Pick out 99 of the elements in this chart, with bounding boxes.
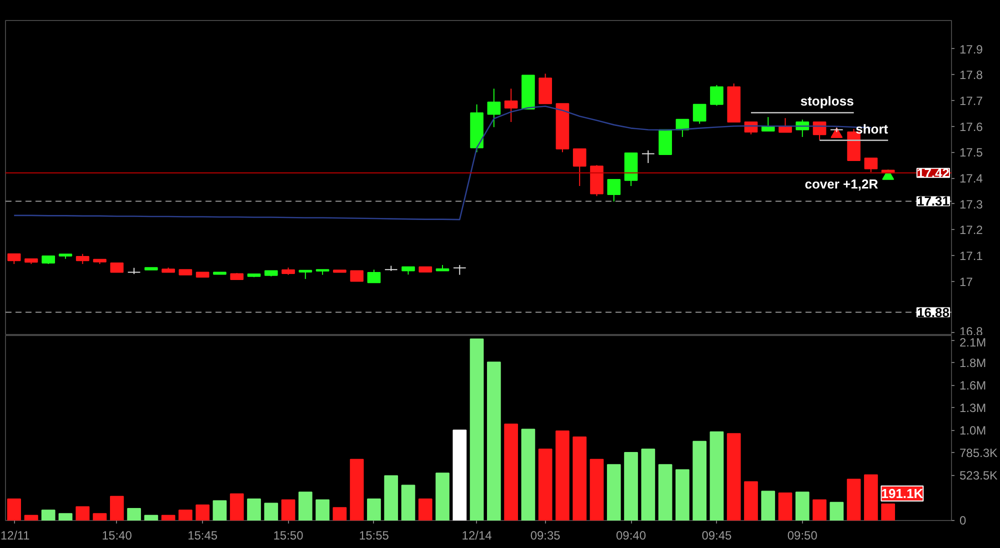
x-tick-label: 09:40 (616, 528, 646, 542)
bar (452, 430, 467, 520)
x-tick-label: 15:55 (358, 528, 390, 542)
bar (178, 510, 192, 520)
bar (247, 498, 261, 520)
y-tick-label: 17.4 (960, 172, 984, 186)
candlestick (504, 88, 518, 122)
x-tick-label: 12/11 (0, 528, 30, 542)
series-label: cover +1,2R (804, 176, 879, 192)
candlestick (864, 158, 878, 173)
bar (350, 458, 364, 520)
ref-line-label: 17.31 (916, 194, 950, 209)
bar (316, 499, 330, 520)
candlestick (487, 88, 501, 128)
y-tick-label: 17.7 (960, 94, 984, 108)
x-tick-label: 09:35 (530, 528, 561, 542)
candlestick (367, 269, 381, 284)
bar (572, 436, 587, 520)
bar (230, 493, 244, 520)
x-tick-label: 15:40 (102, 528, 132, 542)
bar (624, 452, 638, 520)
x-tick-label: 15:50 (273, 528, 304, 542)
bar (761, 490, 776, 520)
bar (830, 502, 844, 520)
bar (864, 474, 878, 520)
bar (212, 500, 227, 520)
y-tick-label: 523.5K (960, 468, 998, 482)
bar (556, 430, 570, 520)
candlestick (572, 148, 586, 187)
series-label: short (856, 121, 889, 136)
bar (76, 506, 90, 520)
bar (7, 498, 21, 520)
candlestick (76, 253, 90, 264)
y-tick-label: 1.0M (960, 423, 986, 438)
bar (110, 496, 124, 520)
bar (127, 508, 141, 520)
bar (401, 484, 416, 520)
bar (470, 338, 484, 520)
y-tick-label: 17.1 (960, 248, 984, 263)
bar (41, 510, 56, 520)
y-tick-label: 2.1M (960, 336, 986, 350)
y-tick-label: 1.8M (960, 356, 986, 370)
y-tick-label: 17.3 (960, 197, 984, 212)
candlestick (710, 84, 724, 106)
candlestick (692, 104, 706, 124)
candlestick (350, 270, 364, 282)
bar (606, 464, 621, 520)
bar (332, 507, 347, 520)
bar (281, 499, 296, 520)
bar (92, 513, 107, 520)
y-tick-label: 1.6M (960, 378, 986, 392)
y-tick-label: 17.2 (960, 223, 984, 238)
bar (264, 502, 278, 520)
bar (521, 428, 536, 520)
y-tick-label: 1.3M (960, 400, 986, 415)
bar (367, 498, 381, 520)
ref-line-label: 16.88 (916, 304, 950, 320)
y-tick-label: 0 (960, 514, 966, 528)
y-tick-label: 17.9 (960, 42, 984, 56)
bar (298, 492, 312, 520)
candlestick (7, 253, 21, 264)
bar (24, 514, 38, 520)
bar (538, 448, 552, 520)
x-tick-label: 09:50 (787, 528, 818, 542)
bar (744, 481, 758, 520)
candlestick (607, 179, 621, 202)
candlestick (110, 262, 124, 273)
bar (710, 431, 724, 520)
bar (58, 513, 72, 520)
bar (641, 448, 656, 520)
candlestick (641, 150, 655, 164)
bar (881, 504, 896, 520)
bar (692, 440, 707, 520)
bar (486, 362, 501, 520)
bar (658, 464, 672, 520)
bar (418, 498, 432, 520)
bar (846, 478, 861, 520)
bar (436, 472, 450, 520)
y-tick-label: 17.6 (960, 120, 984, 134)
bar (795, 492, 810, 520)
bar (676, 469, 690, 520)
x-tick-label: 09:45 (702, 528, 732, 542)
candlestick (452, 264, 466, 276)
bar (161, 514, 176, 520)
bar (812, 499, 826, 520)
bar (504, 424, 518, 520)
y-tick-label: 785.3K (960, 446, 998, 460)
y-tick-label: 17 (960, 274, 974, 289)
series-label: stoploss (800, 94, 854, 109)
x-tick-label: 15:45 (188, 528, 218, 542)
x-tick-label: 12/14 (462, 528, 492, 542)
bar (726, 433, 741, 520)
y-tick-label: 17.8 (960, 68, 984, 82)
y-tick-label: 17.5 (960, 146, 984, 160)
bar (778, 492, 792, 520)
bar (144, 514, 158, 520)
bar (590, 458, 604, 520)
bar (384, 475, 398, 520)
bar (196, 504, 210, 520)
